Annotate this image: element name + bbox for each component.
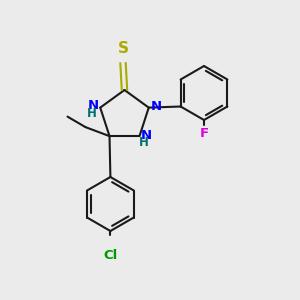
Text: F: F xyxy=(200,127,208,140)
Text: S: S xyxy=(118,41,128,56)
Text: H: H xyxy=(139,136,148,149)
Text: Cl: Cl xyxy=(103,249,118,262)
Text: N: N xyxy=(88,99,99,112)
Text: N: N xyxy=(141,129,152,142)
Text: H: H xyxy=(87,106,97,119)
Text: N: N xyxy=(150,100,161,112)
